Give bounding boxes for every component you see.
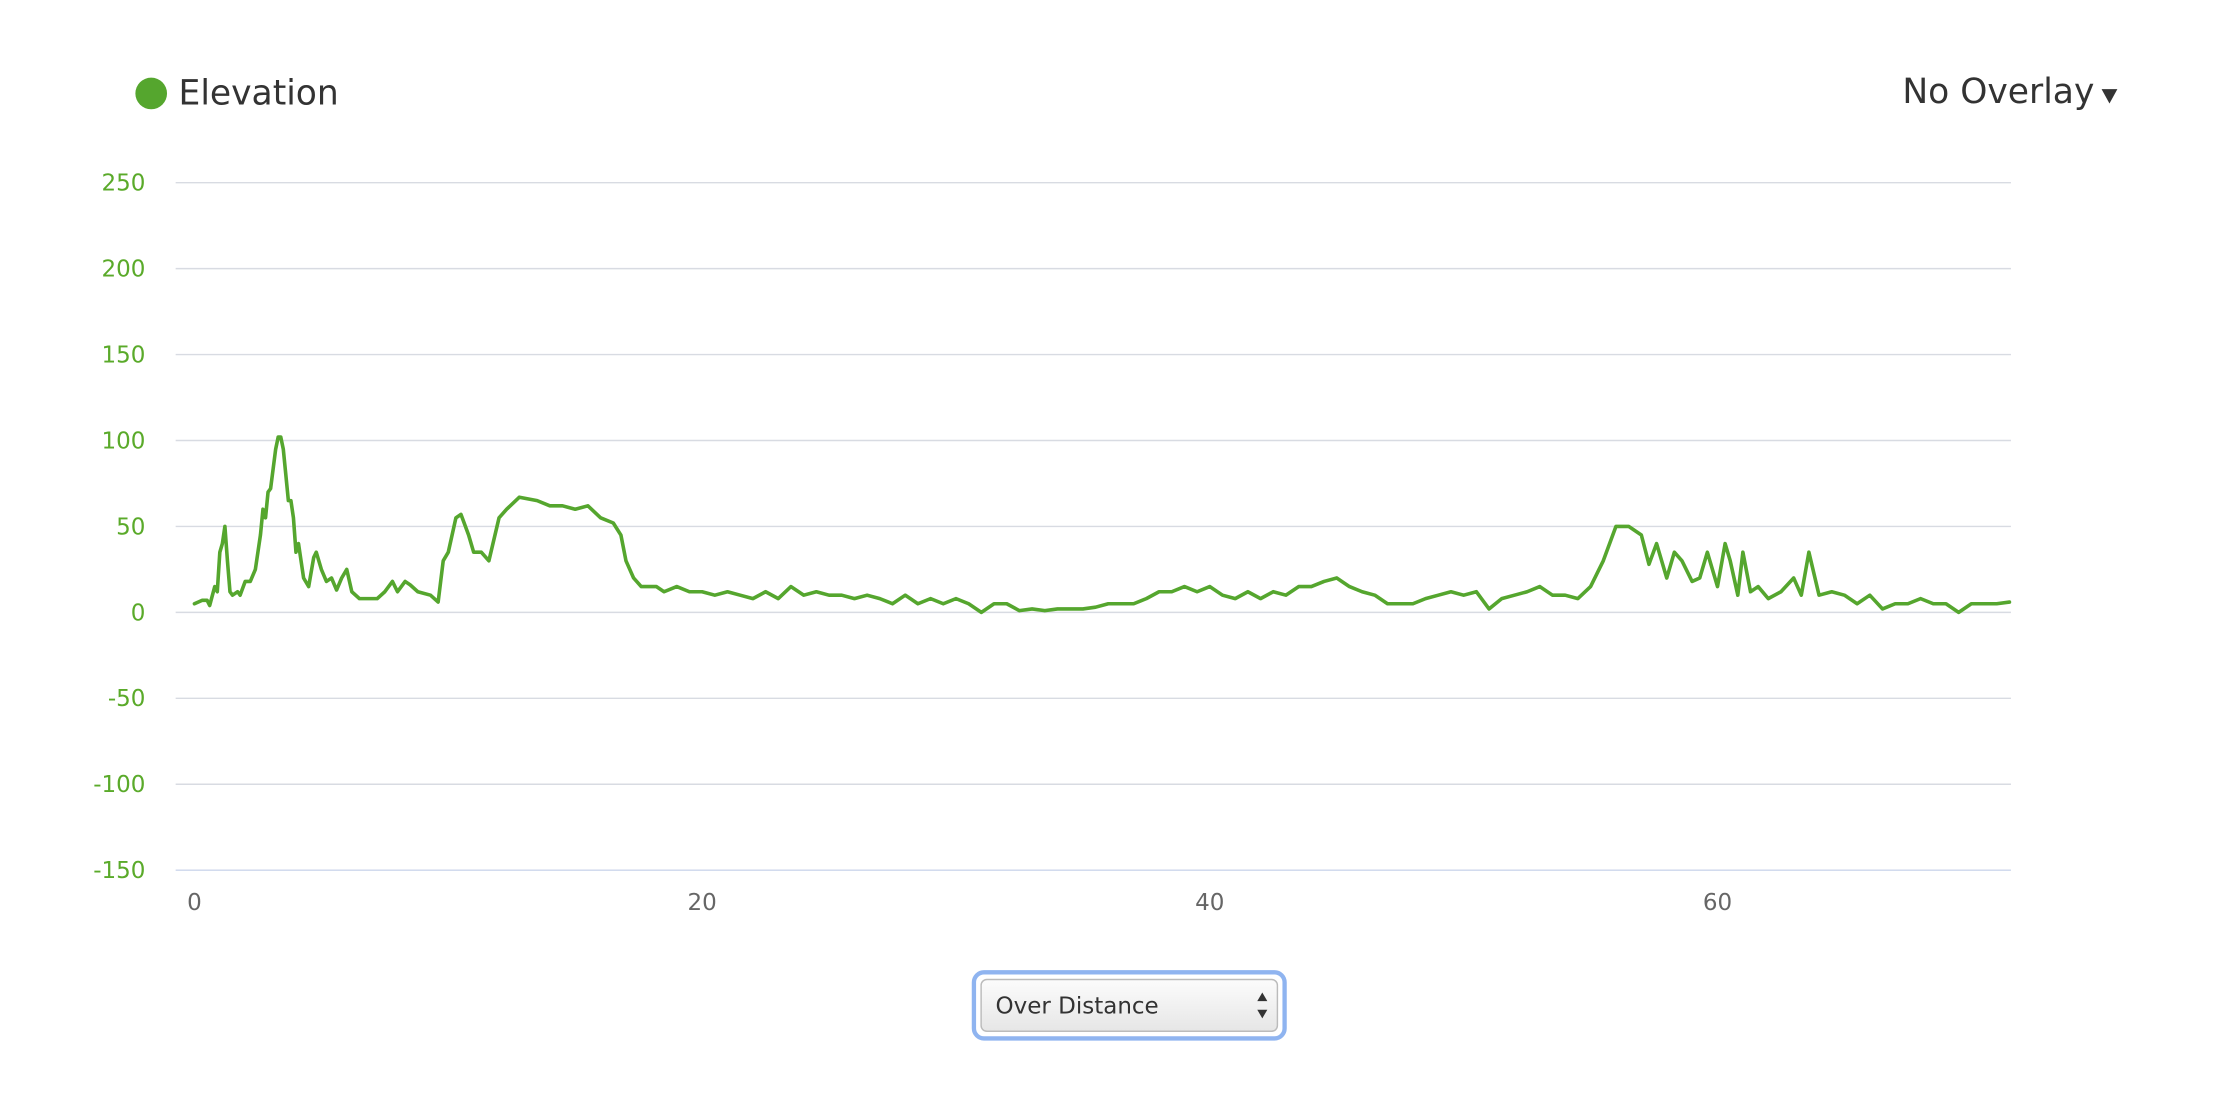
y-tick-label: -150 <box>93 858 145 884</box>
y-tick-label: 250 <box>102 171 146 197</box>
elevation-line <box>192 435 2012 615</box>
x-tick-label: 20 <box>687 890 716 916</box>
x-tick-label: 40 <box>1195 890 1224 916</box>
y-tick-label: 100 <box>102 428 146 454</box>
select-label[interactable]: Over Distance <box>995 993 1158 1019</box>
dropdown-arrow <box>2101 89 2118 104</box>
y-tick-label: 50 <box>116 514 145 540</box>
x-tick-label: 0 <box>187 890 202 916</box>
y-tick-label: 150 <box>102 342 146 368</box>
overlay-menu[interactable]: No Overlay <box>1902 72 2118 112</box>
y-tick-label: 200 <box>102 257 146 283</box>
x-tick-label: 60 <box>1703 890 1732 916</box>
overlay-menu-label[interactable]: No Overlay <box>1902 72 2094 112</box>
select-arrows <box>1257 992 1268 1019</box>
legend-marker <box>135 77 168 110</box>
y-tick-label: -100 <box>93 772 145 798</box>
mode-select[interactable]: Over Distance <box>971 970 1287 1041</box>
y-tick-label: 0 <box>131 600 146 626</box>
y-tick-label: -50 <box>108 686 146 712</box>
select-box[interactable] <box>980 978 1279 1032</box>
legend-label[interactable]: Elevation <box>179 73 339 113</box>
